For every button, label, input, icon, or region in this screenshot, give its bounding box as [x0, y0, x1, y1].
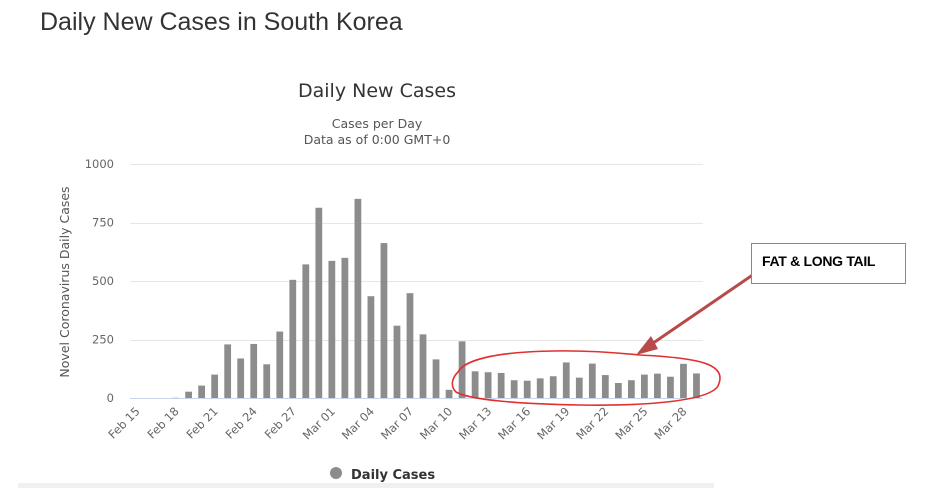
bar[interactable] — [588, 363, 596, 398]
x-tick-label: Mar 07 — [378, 404, 416, 442]
bar[interactable] — [211, 374, 219, 398]
bar[interactable] — [237, 358, 245, 398]
bar[interactable] — [289, 279, 297, 398]
bar[interactable] — [354, 198, 362, 398]
bar[interactable] — [627, 380, 635, 398]
bar[interactable] — [432, 359, 440, 398]
bar[interactable] — [341, 257, 349, 398]
bar[interactable] — [198, 385, 206, 398]
x-tick-label: Feb 18 — [144, 404, 181, 441]
x-tick-label: Feb 27 — [262, 404, 299, 441]
x-tick-label: Mar 01 — [300, 404, 338, 442]
bar[interactable] — [380, 243, 388, 398]
bar[interactable] — [641, 374, 648, 398]
y-axis-label: Novel Coronavirus Daily Cases — [57, 186, 72, 377]
y-tick-label: 1000 — [85, 157, 114, 171]
bar[interactable] — [458, 341, 466, 398]
bar[interactable] — [614, 383, 622, 398]
bar[interactable] — [315, 207, 323, 398]
bar[interactable] — [484, 372, 492, 398]
chart-subtitle-line2: Data as of 0:00 GMT+0 — [304, 132, 451, 147]
bar[interactable] — [667, 376, 674, 398]
bar[interactable] — [367, 296, 375, 398]
bar[interactable] — [497, 372, 505, 398]
bar[interactable] — [250, 343, 258, 398]
callout-box: FAT & LONG TAIL — [751, 243, 906, 284]
y-tick-label: 500 — [92, 274, 114, 288]
x-tick-label: Mar 19 — [534, 404, 572, 442]
bar[interactable] — [471, 371, 479, 398]
bar[interactable] — [654, 373, 661, 398]
chart-subtitle-line1: Cases per Day — [332, 116, 423, 131]
bar[interactable] — [185, 391, 192, 398]
bar[interactable] — [562, 362, 570, 398]
legend[interactable]: Daily Cases — [330, 467, 435, 483]
callout-arrow — [636, 270, 758, 355]
bar[interactable] — [276, 331, 284, 398]
y-tick-label: 250 — [92, 333, 114, 347]
x-tick-label: Mar 22 — [573, 404, 611, 442]
bar[interactable] — [680, 363, 687, 398]
y-tick-label: 750 — [92, 216, 114, 230]
bars — [172, 198, 700, 398]
y-tick-label: 0 — [107, 391, 114, 405]
bar[interactable] — [575, 377, 583, 398]
chart-title: Daily New Cases — [298, 80, 456, 102]
bar[interactable] — [406, 293, 414, 398]
x-tick-label: Mar 25 — [612, 404, 650, 442]
bar[interactable] — [693, 373, 700, 398]
x-tick-label: Mar 04 — [339, 404, 377, 442]
bar[interactable] — [328, 260, 336, 398]
bar[interactable] — [224, 344, 232, 398]
bar[interactable] — [263, 364, 271, 398]
grid-lines — [130, 164, 703, 341]
bar[interactable] — [523, 380, 531, 398]
bottom-divider — [18, 483, 714, 488]
x-tick-label: Feb 15 — [105, 404, 142, 441]
bar[interactable] — [601, 375, 609, 398]
x-tick-label: Mar 16 — [495, 404, 533, 442]
legend-label: Daily Cases — [351, 468, 435, 483]
bar[interactable] — [510, 380, 518, 398]
page-title: Daily New Cases in South Korea — [40, 8, 403, 36]
x-tick-label: Mar 10 — [417, 404, 455, 442]
bar[interactable] — [302, 264, 310, 398]
callout-text: FAT & LONG TAIL — [762, 253, 876, 269]
legend-marker — [330, 467, 342, 479]
x-tick-label: Mar 28 — [651, 404, 689, 442]
bar[interactable] — [393, 325, 401, 398]
bar[interactable] — [419, 334, 427, 398]
tail-highlight-ellipse — [451, 350, 721, 406]
x-tick-labels: Feb 15 Feb 18 Feb 21 Feb 24 Feb 27 Mar 01 Mar … — [105, 404, 689, 442]
x-tick-label: Feb 21 — [184, 404, 221, 441]
bar[interactable] — [549, 376, 557, 398]
bar[interactable] — [445, 389, 453, 398]
x-tick-label: Mar 13 — [456, 404, 494, 442]
y-tick-labels: 0 250 500 750 1000 — [85, 157, 114, 405]
x-tick-label: Feb 24 — [223, 404, 260, 441]
bar[interactable] — [536, 378, 544, 398]
